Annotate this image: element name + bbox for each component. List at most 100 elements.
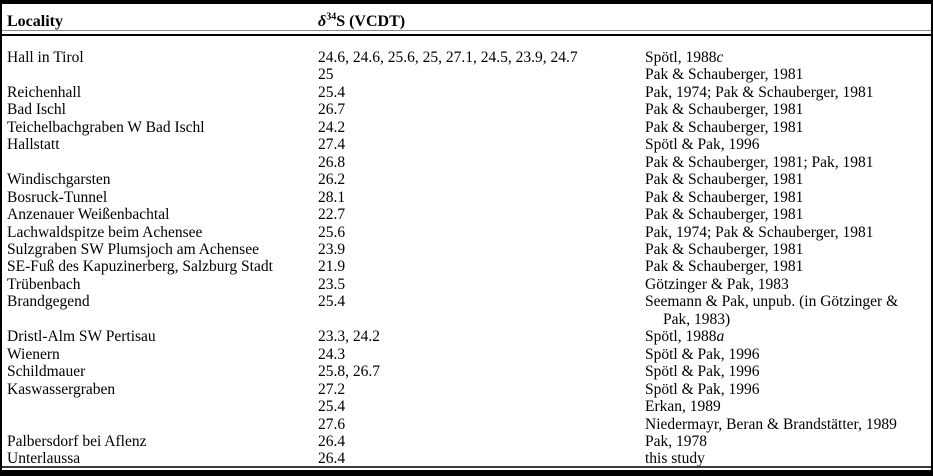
table-row: Windischgarsten 26.2 Pak & Schauberger, 19… — [7, 171, 927, 188]
locality-cell: Sulzgraben SW Plumsjoch am Achensee — [7, 240, 259, 258]
column-header-d34s: δ34S (VCDT) — [318, 12, 927, 31]
reference-cell: Pak & Schauberger, 1981 — [645, 119, 927, 136]
value-cell: 26.2 — [318, 171, 346, 189]
reference-text: Spötl, 1988 — [645, 49, 717, 66]
reference-cell: Pak & Schauberger, 1981 — [645, 171, 927, 188]
value-cell: 28.1 — [318, 188, 346, 206]
value-cell: 26.4 — [318, 432, 346, 450]
table-row: SE-Fuß des Kapuzinerberg, Salzburg Stadt… — [7, 258, 927, 275]
locality-cell: Hall in Tirol — [7, 49, 84, 66]
reference-text: Pak & Schauberger, 1981 — [645, 101, 804, 119]
reference-text: Pak & Schauberger, 1981 — [645, 171, 804, 189]
value-cell: 25 — [318, 66, 334, 84]
reference-cell: Pak & Schauberger, 1981 — [645, 241, 927, 258]
table-row: Dristl-Alm SW Pertisau 23.3, 24.2 Spötl, 1… — [7, 328, 927, 345]
table-row: 27.6 Niedermayr, Beran & Brandstätter, 19… — [7, 416, 927, 433]
reference-cell: Pak & Schauberger, 1981 — [645, 258, 927, 275]
table-row: Kaswassergraben 27.2 Spötl & Pak, 1996 — [7, 381, 927, 398]
bottom-thin-rule — [2, 466, 931, 468]
value-cell: 25.4 — [318, 83, 346, 101]
locality-cell: Wienern — [7, 345, 60, 363]
value-cell: 21.9 — [318, 258, 346, 276]
reference-cell: Pak & Schauberger, 1981 — [645, 101, 927, 118]
reference-text: Pak, 1978 — [645, 432, 707, 450]
reference-cell: Spötl & Pak, 1996 — [645, 363, 927, 380]
value-cell: 25.4 — [318, 293, 346, 311]
table-row: Anzenauer Weißenbachtal 22.7 Pak & Schaube… — [7, 206, 927, 223]
locality-cell — [7, 416, 318, 433]
reference-text: Götzinger & Pak, 1983 — [645, 275, 789, 293]
table-row: Trübenbach 23.5 Götzinger & Pak, 1983 — [7, 276, 927, 293]
reference-text: Spötl & Pak, 1996 — [645, 136, 760, 154]
reference-continuation-line: Pak, 1983) — [663, 310, 731, 328]
reference-text: Spötl & Pak, 1996 — [645, 363, 760, 381]
locality-cell: Palbersdorf bei Aflenz — [7, 432, 147, 450]
locality-cell: Bad Ischl — [7, 101, 66, 119]
reference-text: Pak, 1974; Pak & Schauberger, 1981 — [645, 223, 874, 241]
table-row: 26.8 Pak & Schauberger, 1981; Pak, 1981 — [7, 154, 927, 171]
locality-cell: Trübenbach — [7, 275, 81, 293]
reference-text: Pak & Schauberger, 1981 — [645, 118, 804, 136]
value-cell: 23.5 — [318, 275, 346, 293]
table-row: Reichenhall 25.4 Pak, 1974; Pak & Schauber… — [7, 84, 927, 101]
reference-text: this study — [645, 450, 705, 466]
table-row: 25.4 Erkan, 1989 — [7, 398, 927, 415]
table-row: Palbersdorf bei Aflenz 26.4 Pak, 1978 — [7, 433, 927, 450]
reference-cell: Pak, 1978 — [645, 433, 927, 450]
header-rule — [2, 30, 931, 36]
locality-cell: Lachwaldspitze beim Achensee — [7, 223, 203, 241]
d34s-label-rest: S (VCDT) — [336, 13, 406, 30]
locality-cell — [7, 154, 318, 171]
table-row: Bad Ischl 26.7 Pak & Schauberger, 1981 — [7, 101, 927, 118]
table-row: Teichelbachgraben W Bad Ischl 24.2 Pak & S… — [7, 119, 927, 136]
table-row: 25 Pak & Schauberger, 1981 — [7, 66, 927, 83]
table-row: Hall in Tirol 24.6, 24.6, 25.6, 25, 27.1,… — [7, 49, 927, 66]
bottom-thick-rule — [2, 470, 931, 476]
locality-cell: Windischgarsten — [7, 171, 111, 189]
value-cell: 27.2 — [318, 380, 346, 398]
reference-cell: Spötl & Pak, 1996 — [645, 346, 927, 363]
table-row: Lachwaldspitze beim Achensee 25.6 Pak, 197… — [7, 224, 927, 241]
reference-text: Pak & Schauberger, 1981 — [645, 188, 804, 206]
locality-cell: Dristl-Alm SW Pertisau — [7, 328, 156, 346]
reference-cell: Pak & Schauberger, 1981 — [645, 189, 927, 206]
reference-cell: this study — [645, 450, 927, 466]
reference-cell: Pak & Schauberger, 1981; Pak, 1981 — [645, 154, 927, 171]
value-cell: 27.6 — [318, 415, 346, 433]
reference-cell: Spötl & Pak, 1996 — [645, 136, 927, 153]
reference-text: Pak & Schauberger, 1981 — [645, 258, 804, 276]
locality-cell — [7, 66, 318, 83]
reference-cell: Pak, 1974; Pak & Schauberger, 1981 — [645, 224, 927, 241]
reference-text: Pak & Schauberger, 1981; Pak, 1981 — [645, 153, 874, 171]
locality-cell: Bosruck-Tunnel — [7, 188, 108, 206]
value-cell: 23.9 — [318, 240, 346, 258]
reference-text: Spötl & Pak, 1996 — [645, 345, 760, 363]
table-row: Bosruck-Tunnel 28.1 Pak & Schauberger, 198… — [7, 189, 927, 206]
reference-text: Spötl & Pak, 1996 — [645, 380, 760, 398]
delta-symbol: δ — [318, 13, 327, 30]
reference-italic-suffix: a — [716, 328, 725, 346]
locality-cell: Anzenauer Weißenbachtal — [7, 206, 170, 224]
reference-text: Seemann & Pak, unpub. (in Götzinger & — [645, 293, 899, 311]
reference-text: Niedermayr, Beran & Brandstätter, 1989 — [645, 415, 897, 433]
table-header: Locality δ34S (VCDT) — [7, 12, 927, 31]
value-cell: 24.2 — [318, 118, 346, 136]
reference-text: Pak, 1974; Pak & Schauberger, 1981 — [645, 83, 874, 101]
table-row: Unterlaussa 26.4 this study — [7, 450, 927, 466]
reference-text: Erkan, 1989 — [645, 398, 721, 416]
value-cell: 25.8, 26.7 — [318, 363, 380, 381]
reference-italic-suffix: c — [716, 49, 724, 66]
value-cell: 26.8 — [318, 153, 346, 171]
value-cell: 25.6 — [318, 223, 346, 241]
reference-text: Spötl, 1988 — [645, 328, 717, 346]
reference-cell: Erkan, 1989 — [645, 398, 927, 415]
table-row: Brandgegend 25.4 Seemann & Pak, unpub. (in… — [7, 293, 927, 328]
table-row: Schildmauer 25.8, 26.7 Spötl & Pak, 1996 — [7, 363, 927, 380]
locality-cell: Hallstatt — [7, 136, 60, 154]
value-cell: 27.4 — [318, 136, 346, 154]
reference-cell: Pak & Schauberger, 1981 — [645, 66, 927, 83]
column-header-locality: Locality — [7, 13, 63, 30]
value-cell: 22.7 — [318, 206, 346, 224]
table-row: Sulzgraben SW Plumsjoch am Achensee 23.9 P… — [7, 241, 927, 258]
